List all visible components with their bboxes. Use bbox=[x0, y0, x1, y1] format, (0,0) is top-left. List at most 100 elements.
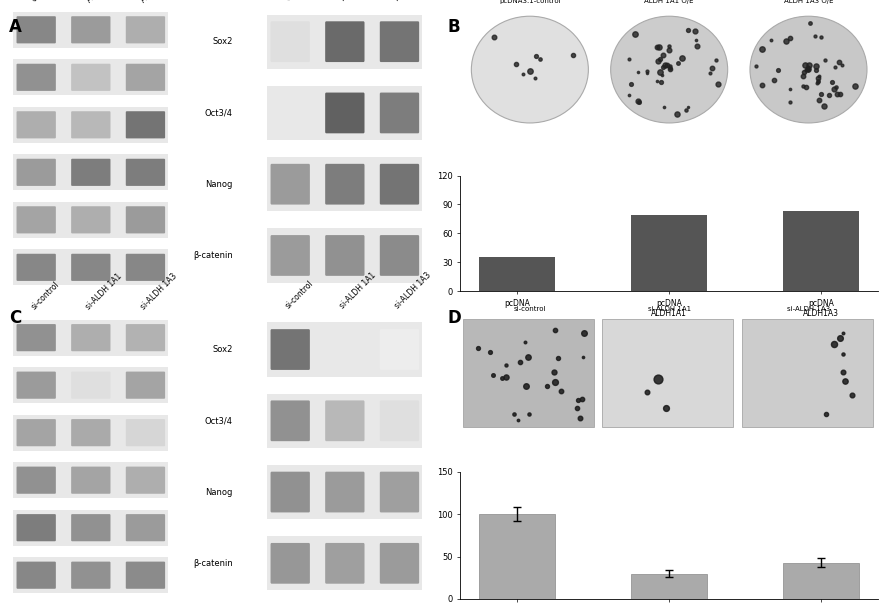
FancyBboxPatch shape bbox=[267, 322, 422, 376]
FancyBboxPatch shape bbox=[325, 401, 364, 441]
FancyBboxPatch shape bbox=[379, 93, 419, 133]
FancyBboxPatch shape bbox=[267, 394, 422, 448]
FancyBboxPatch shape bbox=[71, 514, 111, 541]
FancyBboxPatch shape bbox=[71, 371, 111, 399]
FancyBboxPatch shape bbox=[267, 15, 422, 69]
Text: β-catenin: β-catenin bbox=[193, 251, 233, 260]
FancyBboxPatch shape bbox=[270, 472, 309, 512]
FancyBboxPatch shape bbox=[267, 86, 422, 140]
Text: si-control: si-control bbox=[513, 306, 546, 312]
FancyBboxPatch shape bbox=[17, 64, 56, 91]
FancyBboxPatch shape bbox=[379, 472, 419, 512]
FancyBboxPatch shape bbox=[267, 157, 422, 211]
Text: control: control bbox=[30, 0, 55, 4]
Text: Nanog: Nanog bbox=[206, 488, 233, 497]
FancyBboxPatch shape bbox=[126, 561, 165, 589]
FancyBboxPatch shape bbox=[71, 111, 111, 139]
FancyBboxPatch shape bbox=[13, 106, 168, 143]
Text: ALDH 1A3 O/E: ALDH 1A3 O/E bbox=[783, 0, 832, 4]
FancyBboxPatch shape bbox=[126, 371, 165, 399]
FancyBboxPatch shape bbox=[71, 16, 111, 44]
FancyBboxPatch shape bbox=[325, 472, 364, 512]
Text: A: A bbox=[9, 18, 22, 36]
FancyBboxPatch shape bbox=[325, 235, 364, 276]
Circle shape bbox=[470, 16, 587, 123]
FancyBboxPatch shape bbox=[270, 235, 309, 276]
Text: si-ALDH 1A3: si-ALDH 1A3 bbox=[392, 270, 432, 310]
FancyBboxPatch shape bbox=[13, 202, 168, 238]
FancyBboxPatch shape bbox=[17, 206, 56, 234]
FancyBboxPatch shape bbox=[13, 11, 168, 48]
FancyBboxPatch shape bbox=[13, 249, 168, 286]
FancyBboxPatch shape bbox=[71, 159, 111, 186]
FancyBboxPatch shape bbox=[71, 64, 111, 91]
FancyBboxPatch shape bbox=[13, 557, 168, 594]
Circle shape bbox=[610, 16, 727, 123]
FancyBboxPatch shape bbox=[17, 16, 56, 44]
Bar bbox=[478, 514, 555, 599]
FancyBboxPatch shape bbox=[267, 536, 422, 590]
Text: ALDH 1A3 O/E: ALDH 1A3 O/E bbox=[392, 0, 437, 2]
FancyBboxPatch shape bbox=[17, 466, 56, 494]
Text: si-ALDH 1A1: si-ALDH 1A1 bbox=[338, 270, 377, 310]
FancyBboxPatch shape bbox=[17, 514, 56, 541]
Text: ALDH 1A1 O/E: ALDH 1A1 O/E bbox=[84, 0, 128, 4]
FancyBboxPatch shape bbox=[126, 206, 165, 234]
FancyBboxPatch shape bbox=[71, 466, 111, 494]
Text: Sox2: Sox2 bbox=[213, 345, 233, 354]
FancyBboxPatch shape bbox=[71, 206, 111, 234]
FancyBboxPatch shape bbox=[379, 543, 419, 584]
Text: si-ALDH 1A1: si-ALDH 1A1 bbox=[647, 306, 690, 312]
Text: ALDH 1A3 O/E: ALDH 1A3 O/E bbox=[139, 0, 183, 4]
Text: Oct3/4: Oct3/4 bbox=[205, 108, 233, 117]
Text: si-ALDH 1A3: si-ALDH 1A3 bbox=[139, 272, 179, 312]
FancyBboxPatch shape bbox=[126, 419, 165, 446]
FancyBboxPatch shape bbox=[126, 324, 165, 352]
Text: ALDH 1A1 O/E: ALDH 1A1 O/E bbox=[644, 0, 693, 4]
Text: D: D bbox=[447, 309, 462, 327]
FancyBboxPatch shape bbox=[126, 159, 165, 186]
FancyBboxPatch shape bbox=[126, 16, 165, 44]
FancyBboxPatch shape bbox=[13, 414, 168, 451]
FancyBboxPatch shape bbox=[17, 419, 56, 446]
Bar bbox=[782, 563, 859, 599]
FancyBboxPatch shape bbox=[325, 543, 364, 584]
FancyBboxPatch shape bbox=[267, 228, 422, 283]
FancyBboxPatch shape bbox=[270, 401, 309, 441]
FancyBboxPatch shape bbox=[379, 164, 419, 204]
FancyBboxPatch shape bbox=[126, 64, 165, 91]
FancyBboxPatch shape bbox=[13, 319, 168, 356]
Bar bbox=[782, 211, 859, 291]
Text: ALDH 1A1 O/E: ALDH 1A1 O/E bbox=[338, 0, 383, 2]
FancyBboxPatch shape bbox=[17, 324, 56, 352]
FancyBboxPatch shape bbox=[126, 111, 165, 139]
FancyBboxPatch shape bbox=[71, 253, 111, 281]
Bar bbox=[478, 257, 555, 291]
Bar bbox=[631, 574, 706, 599]
Text: si-ALDH 1A1: si-ALDH 1A1 bbox=[84, 272, 124, 312]
FancyBboxPatch shape bbox=[126, 253, 165, 281]
Text: β-catenin: β-catenin bbox=[193, 559, 233, 568]
Text: pcDNA3.1-control: pcDNA3.1-control bbox=[499, 0, 560, 4]
FancyBboxPatch shape bbox=[379, 21, 419, 62]
Text: B: B bbox=[447, 18, 460, 36]
FancyBboxPatch shape bbox=[17, 159, 56, 186]
Text: control: control bbox=[284, 0, 309, 2]
Bar bbox=[631, 215, 706, 291]
FancyBboxPatch shape bbox=[270, 164, 309, 204]
FancyBboxPatch shape bbox=[325, 21, 364, 62]
Bar bbox=[602, 318, 733, 427]
Text: C: C bbox=[9, 309, 21, 327]
FancyBboxPatch shape bbox=[325, 93, 364, 133]
FancyBboxPatch shape bbox=[13, 59, 168, 96]
FancyBboxPatch shape bbox=[325, 329, 364, 370]
FancyBboxPatch shape bbox=[71, 419, 111, 446]
FancyBboxPatch shape bbox=[71, 324, 111, 352]
FancyBboxPatch shape bbox=[379, 401, 419, 441]
FancyBboxPatch shape bbox=[17, 371, 56, 399]
FancyBboxPatch shape bbox=[126, 466, 165, 494]
FancyBboxPatch shape bbox=[379, 329, 419, 370]
Text: Nanog: Nanog bbox=[206, 180, 233, 189]
FancyBboxPatch shape bbox=[267, 465, 422, 519]
FancyBboxPatch shape bbox=[270, 329, 309, 370]
